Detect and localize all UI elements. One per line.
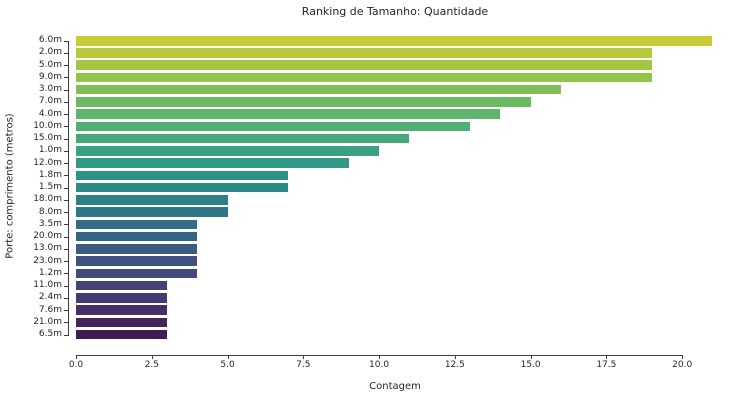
bar bbox=[76, 256, 198, 266]
x-tick bbox=[454, 355, 456, 359]
x-tick bbox=[606, 355, 608, 359]
y-tick bbox=[64, 236, 68, 238]
bar bbox=[76, 72, 652, 83]
bar bbox=[76, 329, 167, 340]
y-tick-label: 3.5m bbox=[38, 218, 62, 229]
x-tick-label: 20.0 bbox=[672, 360, 693, 370]
y-tick-label: 10.0m bbox=[33, 120, 62, 131]
y-tick-label: 21.0m bbox=[33, 316, 62, 327]
y-tick-label: 2.0m bbox=[38, 47, 62, 58]
bar bbox=[76, 317, 167, 328]
y-tick-label: 12.0m bbox=[33, 157, 62, 168]
y-tick-label: 8.0m bbox=[38, 206, 62, 217]
x-tick bbox=[227, 355, 229, 359]
x-tick-label: 7.5 bbox=[296, 360, 311, 370]
x-tick-label: 2.5 bbox=[144, 360, 159, 370]
bar bbox=[76, 121, 470, 132]
x-tick-label: 10.0 bbox=[369, 360, 390, 370]
bar bbox=[76, 170, 289, 181]
bar bbox=[76, 280, 167, 291]
chart-title: Ranking de Tamanho: Quantidade bbox=[301, 5, 489, 18]
y-tick bbox=[64, 212, 68, 214]
x-axis-label: Contagem bbox=[369, 381, 421, 392]
y-tick-label: 1.5m bbox=[38, 182, 62, 193]
bar bbox=[76, 97, 531, 107]
y-tick-label: 1.0m bbox=[38, 145, 62, 156]
x-tick bbox=[151, 355, 153, 359]
bar bbox=[76, 36, 713, 46]
bar bbox=[76, 195, 228, 205]
y-tick bbox=[64, 297, 68, 299]
bar bbox=[76, 48, 652, 58]
y-tick bbox=[64, 126, 68, 128]
y-tick bbox=[64, 175, 68, 177]
y-tick-label: 1.2m bbox=[38, 267, 62, 278]
x-tick bbox=[379, 355, 381, 359]
bar bbox=[76, 293, 167, 303]
bar bbox=[76, 182, 289, 193]
y-tick bbox=[64, 150, 68, 152]
y-tick-label: 11.0m bbox=[33, 280, 62, 291]
y-tick bbox=[64, 261, 68, 263]
y-tick bbox=[64, 322, 68, 324]
x-tick bbox=[530, 355, 532, 359]
y-tick-label: 7.6m bbox=[38, 304, 62, 315]
x-tick-label: 5.0 bbox=[220, 360, 235, 370]
x-tick-label: 17.5 bbox=[596, 360, 617, 370]
y-tick bbox=[64, 77, 68, 79]
y-tick bbox=[64, 285, 68, 287]
y-tick bbox=[64, 273, 68, 275]
y-tick bbox=[64, 163, 68, 165]
x-tick bbox=[76, 355, 77, 359]
y-tick-label: 2.4m bbox=[38, 292, 62, 303]
x-tick-label: 15.0 bbox=[520, 360, 541, 370]
y-tick-label: 20.0m bbox=[33, 231, 62, 242]
y-axis-spine bbox=[68, 40, 69, 336]
y-tick-label: 23.0m bbox=[33, 255, 62, 266]
bar bbox=[76, 158, 349, 168]
y-tick-label: 4.0m bbox=[38, 108, 62, 119]
x-tick-label: 0.0 bbox=[68, 360, 84, 370]
bar bbox=[76, 109, 501, 119]
y-tick-label: 6.5m bbox=[38, 329, 62, 339]
y-tick bbox=[64, 187, 68, 189]
y-tick bbox=[64, 310, 68, 312]
y-tick bbox=[64, 89, 68, 91]
bar bbox=[76, 84, 561, 95]
y-tick-label: 5.0m bbox=[38, 59, 62, 70]
y-tick bbox=[64, 101, 68, 103]
y-tick bbox=[64, 334, 68, 336]
bar bbox=[76, 244, 198, 254]
y-tick-label: 3.0m bbox=[38, 84, 62, 95]
bar bbox=[76, 231, 198, 242]
y-tick bbox=[64, 138, 68, 140]
y-tick bbox=[64, 248, 68, 250]
bar bbox=[76, 146, 380, 156]
y-tick bbox=[64, 199, 68, 201]
y-tick bbox=[64, 224, 68, 226]
y-tick-label: 13.0m bbox=[33, 243, 62, 254]
x-tick bbox=[682, 355, 684, 359]
x-tick-label: 12.5 bbox=[444, 360, 465, 370]
y-tick-label: 15.0m bbox=[33, 133, 62, 144]
y-tick bbox=[64, 114, 68, 116]
bar bbox=[76, 219, 198, 230]
y-tick-label: 7.0m bbox=[38, 96, 62, 107]
y-tick bbox=[64, 65, 68, 67]
y-tick-label: 18.0m bbox=[33, 194, 62, 205]
y-tick-label: 6.0m bbox=[38, 35, 62, 46]
y-tick bbox=[64, 52, 68, 54]
bar bbox=[76, 268, 198, 279]
x-tick bbox=[303, 355, 305, 359]
bar bbox=[76, 133, 410, 144]
bar bbox=[76, 207, 228, 217]
bar bbox=[76, 305, 167, 315]
y-tick-label: 9.0m bbox=[38, 71, 62, 82]
y-tick-label: 1.8m bbox=[38, 169, 62, 180]
bar bbox=[76, 60, 652, 70]
y-tick bbox=[64, 40, 68, 42]
